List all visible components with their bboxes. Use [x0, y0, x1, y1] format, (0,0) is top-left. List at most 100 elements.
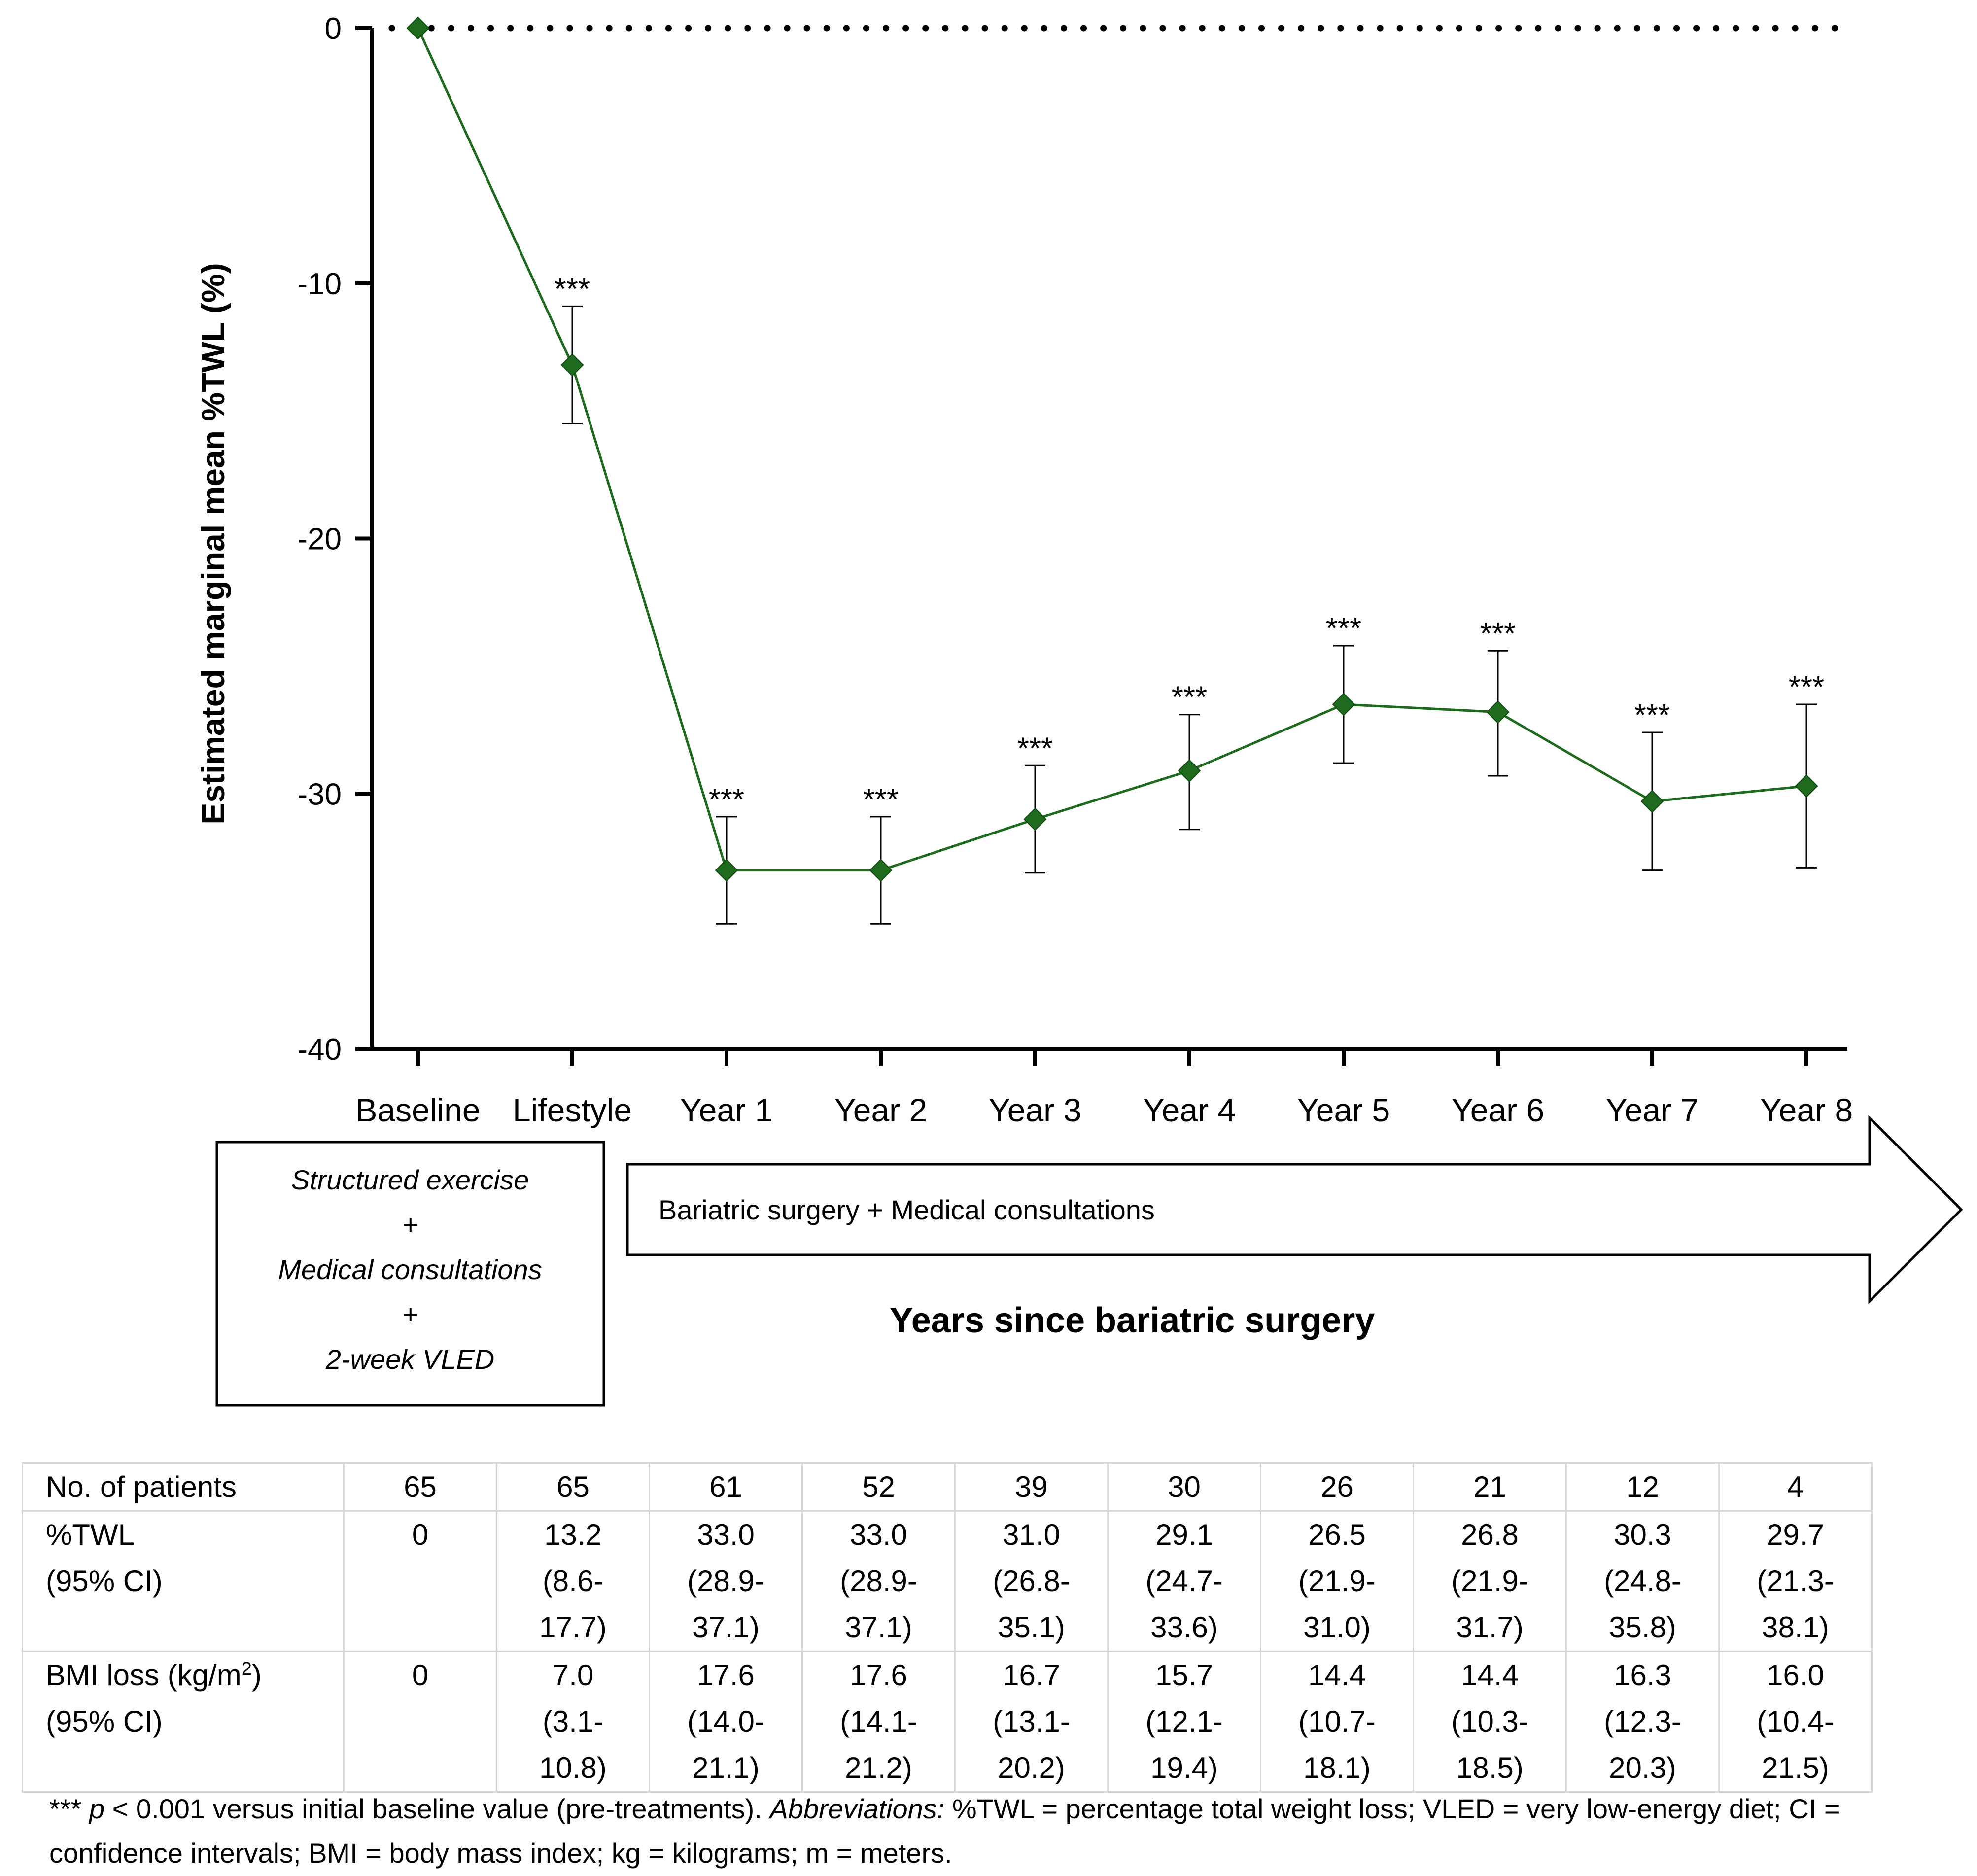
y-axis-title: Estimated marginal mean %TWL (%): [195, 263, 231, 824]
y-tick-label: -10: [297, 267, 342, 301]
row-label-close: ): [251, 1659, 262, 1692]
x-tick-label: Baseline: [355, 1092, 480, 1128]
table-cell-line: (14.0-: [687, 1705, 764, 1738]
table-cell: 14.4 (10.7- 18.1): [1260, 1651, 1414, 1793]
table-cell-line: 39: [1015, 1470, 1048, 1503]
table-cell-line: (26.8-: [993, 1564, 1070, 1598]
surgery-arrow-label: Bariatric surgery + Medical consultation…: [659, 1194, 1155, 1225]
table-cell: 29.1 (24.7- 33.6): [1107, 1510, 1261, 1652]
table-cell: 16.0 (10.4- 21.5): [1718, 1651, 1873, 1793]
table-cell-line: (12.3-: [1604, 1705, 1681, 1738]
table-row: BMI loss (kg/m2) (95% CI) 0 7.0 (3.1- 10.8) 17…: [22, 1651, 1873, 1793]
table-cell: 16.3 (12.3- 20.3): [1565, 1651, 1720, 1793]
y-axis-ticks: 0 -10 -20 -30 -40: [297, 12, 372, 1067]
significance-label: ***: [863, 783, 899, 817]
table-cell: 4: [1718, 1462, 1873, 1512]
significance-label: ***: [1326, 612, 1361, 646]
data-point: [406, 16, 430, 40]
table-cell-line: 29.1: [1155, 1518, 1213, 1551]
table-cell: 30.3 (24.8- 35.8): [1565, 1510, 1720, 1652]
table-cell-line: (8.6-: [542, 1564, 604, 1598]
table-cell: 0: [343, 1651, 497, 1793]
significance-label: ***: [1017, 731, 1053, 765]
data-markers: [406, 16, 1818, 882]
row-label-line: %TWL: [46, 1518, 135, 1551]
table-cell: 26.8 (21.9- 31.7): [1413, 1510, 1567, 1652]
table-cell: 21: [1413, 1462, 1567, 1512]
significance-label: ***: [1172, 681, 1207, 715]
x-tick-label: Year 8: [1760, 1092, 1853, 1128]
table-cell-line: 31.7): [1456, 1611, 1524, 1644]
table-cell-line: 37.1): [692, 1611, 760, 1644]
table-cell-line: (10.3-: [1451, 1705, 1528, 1738]
table-cell: 12: [1565, 1462, 1720, 1512]
table-cell-line: 12: [1626, 1470, 1659, 1503]
table-cell-line: 33.0: [697, 1518, 755, 1551]
table-cell-line: (24.7-: [1145, 1564, 1223, 1598]
table-cell: 29.7 (21.3- 38.1): [1718, 1510, 1873, 1652]
intervention-line-2: Medical consultations: [278, 1254, 542, 1285]
x-tick-label: Lifestyle: [513, 1092, 632, 1128]
table-cell-line: 4: [1787, 1470, 1804, 1503]
row-label: No. of patients: [22, 1462, 345, 1512]
significance-label: ***: [1634, 698, 1670, 732]
intervention-line-1: Structured exercise: [291, 1164, 529, 1195]
row-label-line: (95% CI): [46, 1705, 163, 1738]
table-cell-line: 31.0: [1003, 1518, 1060, 1551]
table-cell-line: (24.8-: [1604, 1564, 1681, 1598]
x-tick-label: Year 1: [680, 1092, 773, 1128]
table-cell-line: 35.1): [998, 1611, 1065, 1644]
table-cell-line: 16.7: [1003, 1659, 1060, 1692]
table-cell-line: 65: [556, 1470, 590, 1503]
y-tick-label: 0: [325, 12, 342, 46]
table-cell-line: 20.3): [1609, 1751, 1676, 1784]
row-label-line: BMI loss (kg/m2): [46, 1652, 339, 1699]
data-point: [1332, 693, 1355, 716]
table-cell-line: 26: [1320, 1470, 1353, 1503]
table-cell-line: 21: [1473, 1470, 1506, 1503]
x-tick-label: Year 5: [1297, 1092, 1390, 1128]
y-tick-label: -20: [297, 522, 342, 556]
intervention-line-3: 2-week VLED: [325, 1344, 494, 1375]
table-cell: 7.0 (3.1- 10.8): [496, 1651, 650, 1793]
table-cell-line: 21.5): [1762, 1751, 1829, 1784]
table-cell-line: 14.4: [1308, 1659, 1366, 1692]
data-table: No. of patients 65 65 61 52 39 30 26 21 12 4 %TWL (9…: [22, 1462, 1873, 1793]
x-tick-label: Year 6: [1452, 1092, 1544, 1128]
x-tick-label: Year 4: [1143, 1092, 1236, 1128]
table-cell-line: 18.1): [1303, 1751, 1371, 1784]
table-cell-line: 19.4): [1150, 1751, 1218, 1784]
y-tick-label: -30: [297, 777, 342, 811]
data-point: [1640, 790, 1664, 813]
table-cell: 15.7 (12.1- 19.4): [1107, 1651, 1261, 1793]
table-cell: 14.4 (10.3- 18.5): [1413, 1651, 1567, 1793]
row-label-line: No. of patients: [46, 1470, 237, 1503]
surgery-arrow: [626, 1114, 1963, 1305]
table-cell-line: 30.3: [1614, 1518, 1671, 1551]
table-cell-line: 17.6: [850, 1659, 907, 1692]
row-label-superscript: 2: [241, 1659, 252, 1679]
significance-label: ***: [1480, 617, 1516, 651]
table-cell-line: (28.9-: [840, 1564, 917, 1598]
table-cell-line: 65: [404, 1470, 437, 1503]
footnote-abbreviations-label: Abbreviations:: [769, 1793, 945, 1824]
table-cell-line: 18.5): [1456, 1751, 1524, 1784]
table-cell: 17.6 (14.0- 21.1): [649, 1651, 803, 1793]
table-cell-line: 0: [412, 1518, 429, 1551]
table-cell-line: 16.3: [1614, 1659, 1671, 1692]
table-cell: 30: [1107, 1462, 1261, 1512]
table-cell: 52: [801, 1462, 956, 1512]
table-cell-line: (12.1-: [1145, 1705, 1223, 1738]
footnote-p: p: [89, 1793, 105, 1824]
table-cell-line: (14.1-: [840, 1705, 917, 1738]
footnote-text-1: < 0.001 versus initial baseline value (p…: [104, 1793, 770, 1824]
intervention-box: [215, 1141, 605, 1407]
table-cell: 65: [343, 1462, 497, 1512]
series-line-twl: [416, 27, 1807, 872]
table-cell-line: (28.9-: [687, 1564, 764, 1598]
chart-figure: Estimated marginal mean %TWL (%) 0 -10 -20…: [195, 12, 1963, 1407]
row-label: %TWL (95% CI): [22, 1510, 345, 1652]
table-cell-line: 13.2: [544, 1518, 602, 1551]
table-cell: 31.0 (26.8- 35.1): [954, 1510, 1109, 1652]
table-cell-line: 20.2): [998, 1751, 1065, 1784]
